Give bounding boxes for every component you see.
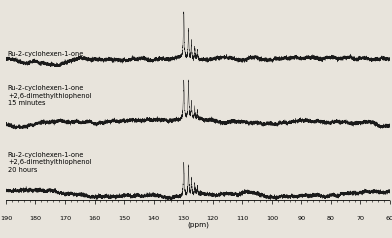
Text: Ru-2-cyclohexen-1-one
+2,6-dimethylthiophenol
20 hours: Ru-2-cyclohexen-1-one +2,6-dimethylthiop… <box>8 152 91 173</box>
Text: Ru-2-cyclohexen-1-one: Ru-2-cyclohexen-1-one <box>8 51 84 57</box>
Text: Ru-2-cyclohexen-1-one
+2,6-dimethylthiophenol
15 minutes: Ru-2-cyclohexen-1-one +2,6-dimethylthiop… <box>8 85 91 106</box>
X-axis label: (ppm): (ppm) <box>187 222 209 228</box>
